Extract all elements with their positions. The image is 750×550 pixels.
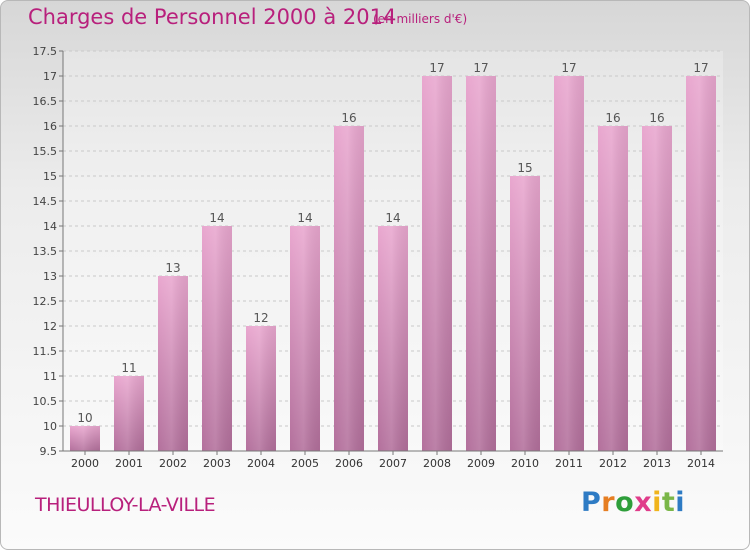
- data-label: 16: [341, 111, 356, 125]
- y-tick-label: 13.5: [33, 245, 58, 258]
- data-label: 14: [297, 211, 312, 225]
- x-tick-label: 2005: [291, 457, 319, 470]
- logo-letter-x: x: [634, 487, 653, 518]
- bar-highlight: [510, 176, 540, 451]
- x-tick-label: 2013: [643, 457, 671, 470]
- x-tick-label: 2002: [159, 457, 187, 470]
- data-label: 12: [253, 311, 268, 325]
- bar-highlight: [202, 226, 232, 451]
- bar-highlight: [554, 76, 584, 451]
- data-label: 17: [473, 61, 488, 75]
- bar-highlight: [70, 426, 100, 451]
- data-label: 15: [517, 161, 532, 175]
- proxiti-logo: Proxiti: [581, 487, 685, 518]
- unit-note: (en milliers d'€): [373, 12, 468, 26]
- x-tick-label: 2000: [71, 457, 99, 470]
- x-tick-label: 2003: [203, 457, 231, 470]
- location-name: THIEULLOY-LA-VILLE: [35, 494, 216, 516]
- chart-title: Charges de Personnel 2000 à 2014: [28, 5, 397, 29]
- bar-highlight: [686, 76, 716, 451]
- data-label: 16: [605, 111, 620, 125]
- y-tick-label: 16: [43, 120, 57, 133]
- x-tick-label: 2009: [467, 457, 495, 470]
- y-tick-label: 16.5: [33, 95, 58, 108]
- data-label: 10: [77, 411, 92, 425]
- data-label: 17: [693, 61, 708, 75]
- x-tick-label: 2014: [687, 457, 715, 470]
- data-label: 17: [429, 61, 444, 75]
- y-tick-label: 11: [43, 370, 57, 383]
- y-tick-label: 17: [43, 70, 57, 83]
- y-tick-label: 14: [43, 220, 57, 233]
- data-label: 16: [649, 111, 664, 125]
- y-tick-label: 12.5: [33, 295, 58, 308]
- x-tick-label: 2004: [247, 457, 275, 470]
- bar-highlight: [642, 126, 672, 451]
- bar-highlight: [246, 326, 276, 451]
- y-tick-label: 9.5: [40, 445, 58, 458]
- y-tick-label: 10: [43, 420, 57, 433]
- logo-letter-p: P: [581, 487, 602, 518]
- x-tick-label: 2008: [423, 457, 451, 470]
- bar-highlight: [290, 226, 320, 451]
- x-tick-label: 2010: [511, 457, 539, 470]
- y-tick-label: 10.5: [33, 395, 58, 408]
- bar-highlight: [466, 76, 496, 451]
- x-tick-label: 2007: [379, 457, 407, 470]
- bar-highlight: [334, 126, 364, 451]
- data-label: 14: [209, 211, 224, 225]
- data-label: 14: [385, 211, 400, 225]
- y-tick-label: 14.5: [33, 195, 58, 208]
- y-tick-label: 15.5: [33, 145, 58, 158]
- y-tick-label: 15: [43, 170, 57, 183]
- data-label: 11: [121, 361, 136, 375]
- bar-highlight: [158, 276, 188, 451]
- data-label: 17: [561, 61, 576, 75]
- bar-highlight: [114, 376, 144, 451]
- logo-letter-t: t: [661, 487, 676, 518]
- logo-letter-i: i: [652, 487, 662, 518]
- x-tick-label: 2012: [599, 457, 627, 470]
- logo-letter-i2: i: [675, 487, 686, 518]
- x-tick-label: 2001: [115, 457, 143, 470]
- data-label: 13: [165, 261, 180, 275]
- y-tick-label: 13: [43, 270, 57, 283]
- x-tick-label: 2006: [335, 457, 363, 470]
- bar-highlight: [598, 126, 628, 451]
- x-tick-label: 2011: [555, 457, 583, 470]
- logo-letter-r: r: [601, 487, 616, 518]
- y-tick-label: 17.5: [33, 45, 58, 58]
- logo-letter-o: o: [615, 487, 635, 518]
- y-tick-label: 11.5: [33, 345, 58, 358]
- bar-highlight: [422, 76, 452, 451]
- bar-highlight: [378, 226, 408, 451]
- y-tick-label: 12: [43, 320, 57, 333]
